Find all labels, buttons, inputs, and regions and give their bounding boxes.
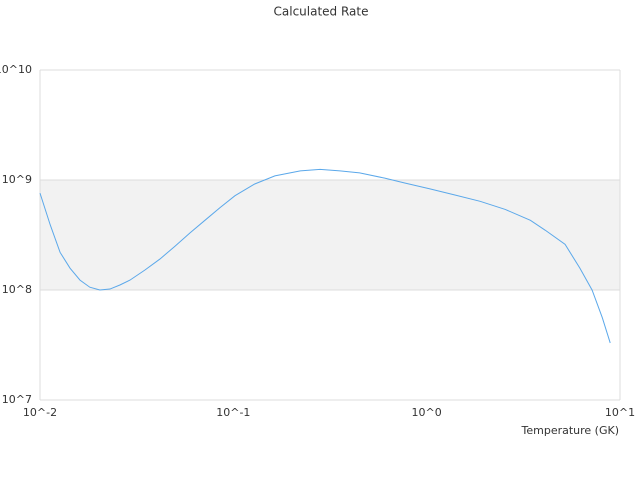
x-tick-label: 10^0: [412, 406, 442, 419]
line: [39, 168, 611, 344]
x-tick-label: 10^-2: [23, 406, 57, 419]
x-tick-label: 10^1: [605, 406, 635, 419]
y-tick-label: 10^9: [2, 173, 32, 186]
x-tick-label: 10^-1: [216, 406, 250, 419]
x-axis-label: Temperature (GK): [521, 424, 620, 437]
grid-band: [40, 180, 620, 290]
y-tick-label: 10^10: [0, 63, 32, 76]
y-tick-label: 10^7: [2, 393, 32, 406]
y-tick-label: 10^8: [2, 283, 32, 296]
chart-title: Calculated Rate: [274, 5, 369, 19]
